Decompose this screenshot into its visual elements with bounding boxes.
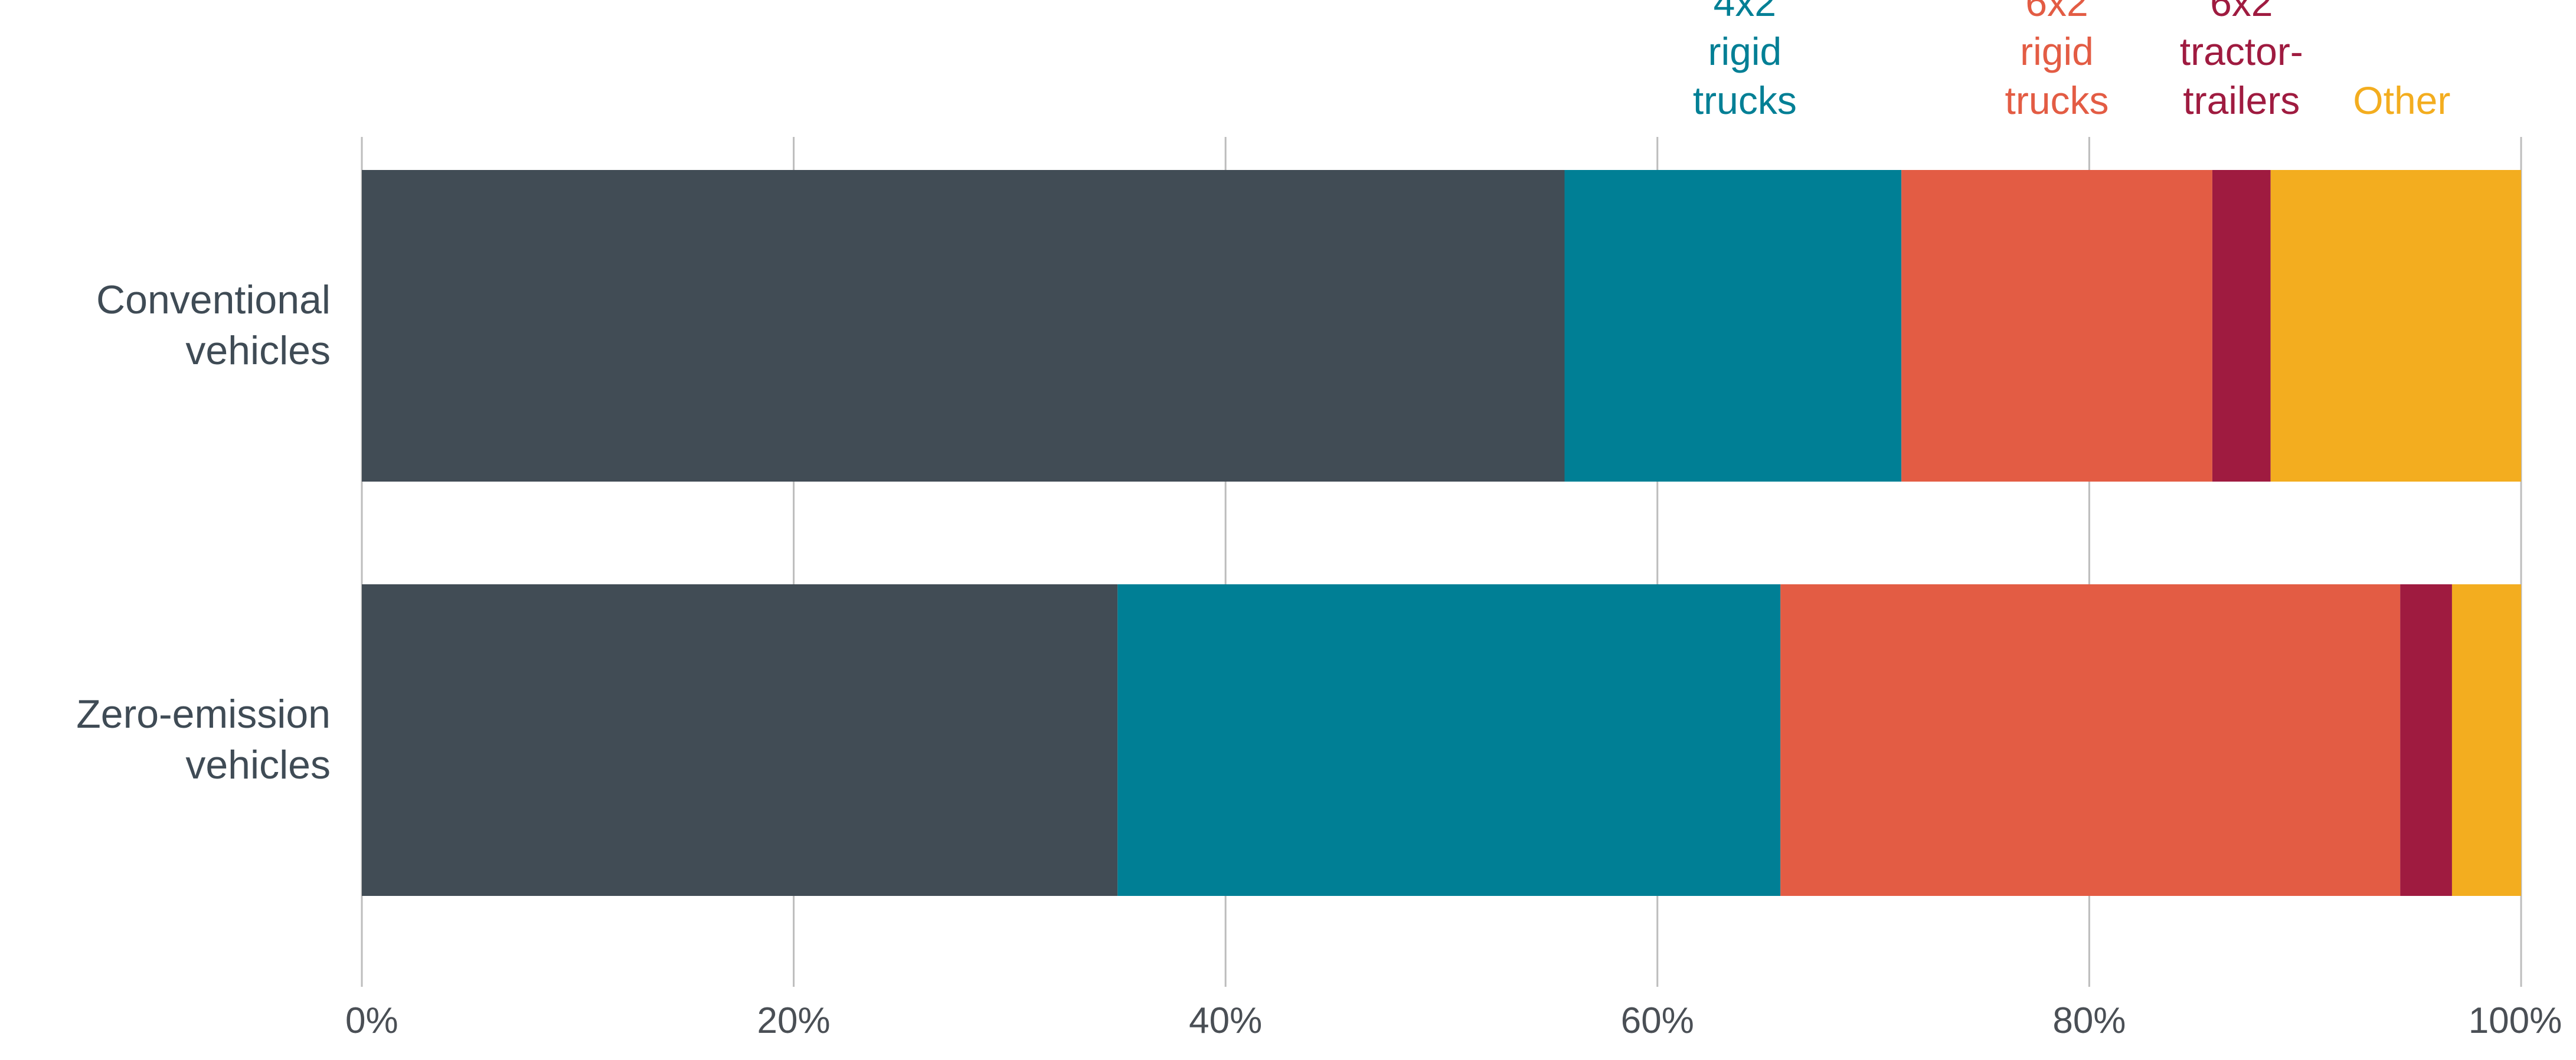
legend-label-1: 4x2 rigid trucks bbox=[1693, 0, 1797, 122]
x-tick-label: 40% bbox=[1189, 1000, 1262, 1041]
legend-label-3: 6x2 tractor-trailers bbox=[2180, 0, 2303, 122]
bar-segment-conventional-series-4 bbox=[2270, 170, 2521, 482]
x-tick-label: 20% bbox=[757, 1000, 831, 1041]
legend-label-4: Other bbox=[2353, 78, 2450, 122]
bar-segment-conventional-series-0 bbox=[362, 170, 1565, 482]
bar-segment-conventional-series-1 bbox=[1564, 170, 1902, 482]
category-label-conventional: Conventional vehicles bbox=[96, 277, 331, 373]
bar-segment-zero-emission-series-4 bbox=[2451, 584, 2521, 896]
x-tick-label: 100% bbox=[2469, 1000, 2562, 1041]
legend: 4x2 rigid trucks 6x2 rigid trucks 6x2 tractor-t… bbox=[1693, 0, 2451, 122]
legend-label-2: 6x2 rigid trucks bbox=[2005, 0, 2109, 122]
x-tick-label: 0% bbox=[345, 1000, 398, 1041]
bars bbox=[362, 170, 2521, 896]
category-labels: Conventional vehicles Zero-emission vehicle… bbox=[76, 277, 331, 787]
x-axis: 0% 20% 40% 60% 80% 100% bbox=[345, 1000, 2562, 1041]
bar-segment-zero-emission-series-2 bbox=[1780, 584, 2401, 896]
bar-segment-zero-emission-series-3 bbox=[2400, 584, 2452, 896]
bar-segment-conventional-series-2 bbox=[1901, 170, 2212, 482]
x-tick-label: 80% bbox=[2052, 1000, 2126, 1041]
bar-segment-zero-emission-series-1 bbox=[1117, 584, 1781, 896]
bar-segment-zero-emission-series-0 bbox=[362, 584, 1118, 896]
bar-segment-conventional-series-3 bbox=[2212, 170, 2271, 482]
x-tick-label: 60% bbox=[1621, 1000, 1694, 1041]
category-label-zero-emission: Zero-emission vehicles bbox=[76, 692, 331, 787]
